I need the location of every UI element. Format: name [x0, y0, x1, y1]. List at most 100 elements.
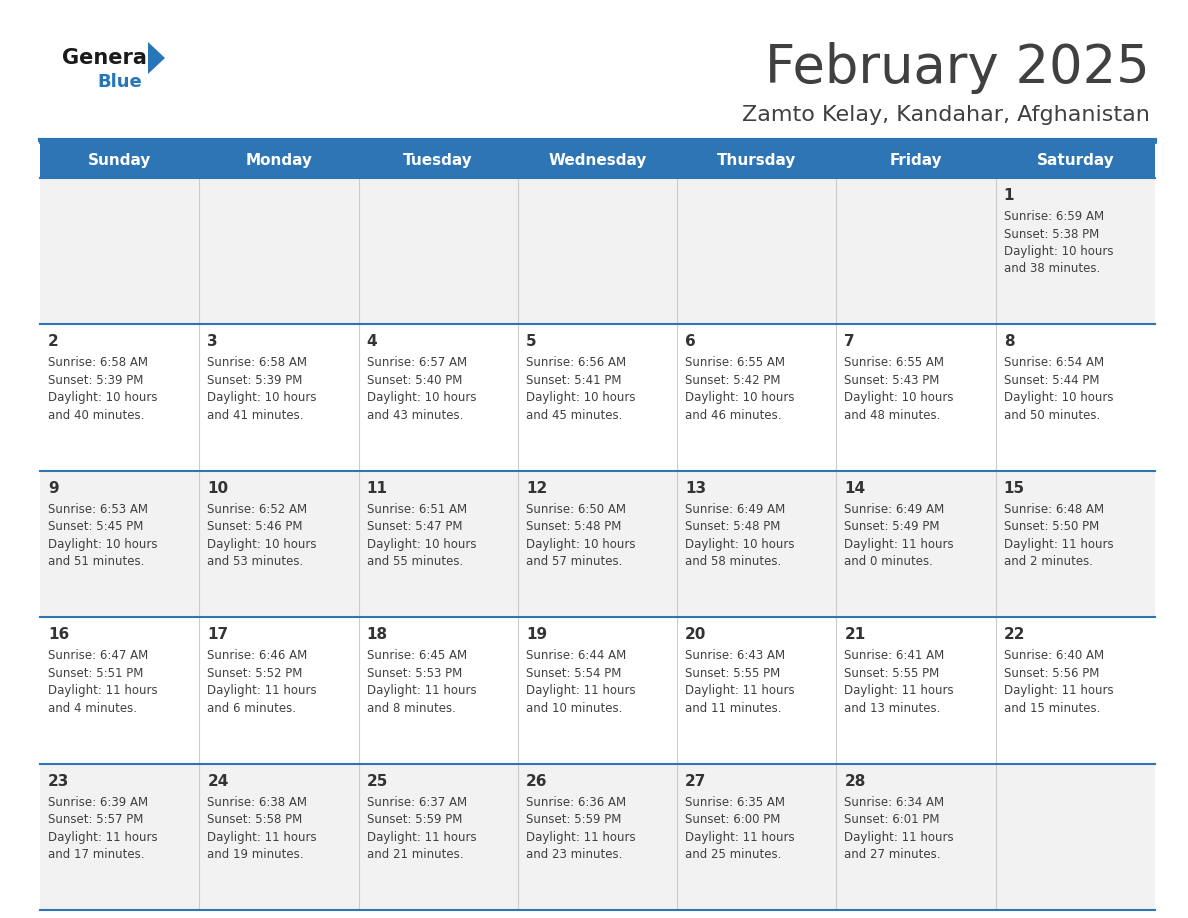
Text: and 40 minutes.: and 40 minutes. — [48, 409, 145, 422]
Text: Daylight: 11 hours: Daylight: 11 hours — [1004, 684, 1113, 697]
Text: 13: 13 — [685, 481, 707, 496]
Bar — [996, 764, 1155, 910]
Text: Sunrise: 6:53 AM: Sunrise: 6:53 AM — [48, 503, 148, 516]
Text: and 8 minutes.: and 8 minutes. — [367, 701, 455, 715]
Text: Sunset: 5:54 PM: Sunset: 5:54 PM — [526, 666, 621, 679]
Text: Daylight: 10 hours: Daylight: 10 hours — [367, 391, 476, 405]
Text: 11: 11 — [367, 481, 387, 496]
Bar — [677, 324, 836, 471]
Text: Daylight: 10 hours: Daylight: 10 hours — [685, 538, 795, 551]
Text: Sunset: 5:51 PM: Sunset: 5:51 PM — [48, 666, 144, 679]
Text: Sunrise: 6:45 AM: Sunrise: 6:45 AM — [367, 649, 467, 662]
Text: Sunrise: 6:54 AM: Sunrise: 6:54 AM — [1004, 356, 1104, 369]
Text: Wednesday: Wednesday — [549, 152, 646, 167]
Bar — [836, 142, 996, 178]
Bar — [836, 617, 996, 764]
Text: 27: 27 — [685, 774, 707, 789]
Bar — [996, 324, 1155, 471]
Text: Daylight: 11 hours: Daylight: 11 hours — [685, 684, 795, 697]
Text: and 58 minutes.: and 58 minutes. — [685, 555, 782, 568]
Text: Friday: Friday — [890, 152, 942, 167]
Text: Sunset: 5:46 PM: Sunset: 5:46 PM — [207, 521, 303, 533]
Bar — [677, 142, 836, 178]
Text: 23: 23 — [48, 774, 69, 789]
Bar — [677, 617, 836, 764]
Bar — [359, 471, 518, 617]
Text: Tuesday: Tuesday — [404, 152, 473, 167]
Text: and 19 minutes.: and 19 minutes. — [207, 848, 304, 861]
Text: Sunrise: 6:58 AM: Sunrise: 6:58 AM — [48, 356, 148, 369]
Text: and 57 minutes.: and 57 minutes. — [526, 555, 623, 568]
Text: and 53 minutes.: and 53 minutes. — [207, 555, 304, 568]
Text: Sunrise: 6:56 AM: Sunrise: 6:56 AM — [526, 356, 626, 369]
Text: Daylight: 11 hours: Daylight: 11 hours — [48, 684, 158, 697]
Text: Sunrise: 6:41 AM: Sunrise: 6:41 AM — [845, 649, 944, 662]
Text: and 41 minutes.: and 41 minutes. — [207, 409, 304, 422]
Text: Sunset: 5:48 PM: Sunset: 5:48 PM — [685, 521, 781, 533]
Text: 14: 14 — [845, 481, 866, 496]
Text: Sunset: 5:38 PM: Sunset: 5:38 PM — [1004, 228, 1099, 241]
Text: Sunrise: 6:35 AM: Sunrise: 6:35 AM — [685, 796, 785, 809]
Text: 5: 5 — [526, 334, 537, 350]
Text: Daylight: 10 hours: Daylight: 10 hours — [48, 391, 158, 405]
Text: and 4 minutes.: and 4 minutes. — [48, 701, 137, 715]
Text: 9: 9 — [48, 481, 58, 496]
Text: 19: 19 — [526, 627, 546, 643]
Text: Sunset: 5:39 PM: Sunset: 5:39 PM — [48, 374, 144, 386]
Bar — [359, 617, 518, 764]
Text: Daylight: 10 hours: Daylight: 10 hours — [1004, 245, 1113, 258]
Text: Daylight: 11 hours: Daylight: 11 hours — [845, 831, 954, 844]
Text: Daylight: 10 hours: Daylight: 10 hours — [207, 391, 317, 405]
Text: 22: 22 — [1004, 627, 1025, 643]
Text: Daylight: 11 hours: Daylight: 11 hours — [367, 831, 476, 844]
Text: and 10 minutes.: and 10 minutes. — [526, 701, 623, 715]
Text: Sunrise: 6:49 AM: Sunrise: 6:49 AM — [685, 503, 785, 516]
Text: and 25 minutes.: and 25 minutes. — [685, 848, 782, 861]
Bar — [359, 764, 518, 910]
Text: 6: 6 — [685, 334, 696, 350]
Text: 2: 2 — [48, 334, 58, 350]
Bar — [40, 142, 200, 178]
Text: and 51 minutes.: and 51 minutes. — [48, 555, 145, 568]
Text: Daylight: 10 hours: Daylight: 10 hours — [48, 538, 158, 551]
Text: and 0 minutes.: and 0 minutes. — [845, 555, 934, 568]
Text: Sunrise: 6:38 AM: Sunrise: 6:38 AM — [207, 796, 308, 809]
Text: Sunset: 5:50 PM: Sunset: 5:50 PM — [1004, 521, 1099, 533]
Text: Sunrise: 6:55 AM: Sunrise: 6:55 AM — [685, 356, 785, 369]
Text: 10: 10 — [207, 481, 228, 496]
Text: and 48 minutes.: and 48 minutes. — [845, 409, 941, 422]
Bar — [40, 178, 200, 324]
Bar — [996, 142, 1155, 178]
Bar — [836, 324, 996, 471]
Text: Daylight: 11 hours: Daylight: 11 hours — [845, 684, 954, 697]
Text: Daylight: 11 hours: Daylight: 11 hours — [367, 684, 476, 697]
Text: and 11 minutes.: and 11 minutes. — [685, 701, 782, 715]
Text: Sunrise: 6:58 AM: Sunrise: 6:58 AM — [207, 356, 308, 369]
Text: Sunrise: 6:34 AM: Sunrise: 6:34 AM — [845, 796, 944, 809]
Text: 26: 26 — [526, 774, 548, 789]
Text: Sunset: 5:49 PM: Sunset: 5:49 PM — [845, 521, 940, 533]
Text: Sunrise: 6:43 AM: Sunrise: 6:43 AM — [685, 649, 785, 662]
Bar — [996, 178, 1155, 324]
Text: and 21 minutes.: and 21 minutes. — [367, 848, 463, 861]
Text: and 17 minutes.: and 17 minutes. — [48, 848, 145, 861]
Bar — [996, 471, 1155, 617]
Text: Sunrise: 6:50 AM: Sunrise: 6:50 AM — [526, 503, 626, 516]
Text: February 2025: February 2025 — [765, 42, 1150, 94]
Text: 3: 3 — [207, 334, 217, 350]
Text: Sunset: 5:45 PM: Sunset: 5:45 PM — [48, 521, 144, 533]
Text: and 27 minutes.: and 27 minutes. — [845, 848, 941, 861]
Bar — [836, 764, 996, 910]
Text: 15: 15 — [1004, 481, 1025, 496]
Text: Sunrise: 6:52 AM: Sunrise: 6:52 AM — [207, 503, 308, 516]
Bar — [200, 471, 359, 617]
Text: Sunset: 5:42 PM: Sunset: 5:42 PM — [685, 374, 781, 386]
Bar — [518, 142, 677, 178]
Text: Sunrise: 6:40 AM: Sunrise: 6:40 AM — [1004, 649, 1104, 662]
Text: 7: 7 — [845, 334, 855, 350]
Text: General: General — [62, 48, 154, 68]
Text: and 45 minutes.: and 45 minutes. — [526, 409, 623, 422]
Text: Sunset: 5:52 PM: Sunset: 5:52 PM — [207, 666, 303, 679]
Text: 8: 8 — [1004, 334, 1015, 350]
Polygon shape — [148, 42, 165, 74]
